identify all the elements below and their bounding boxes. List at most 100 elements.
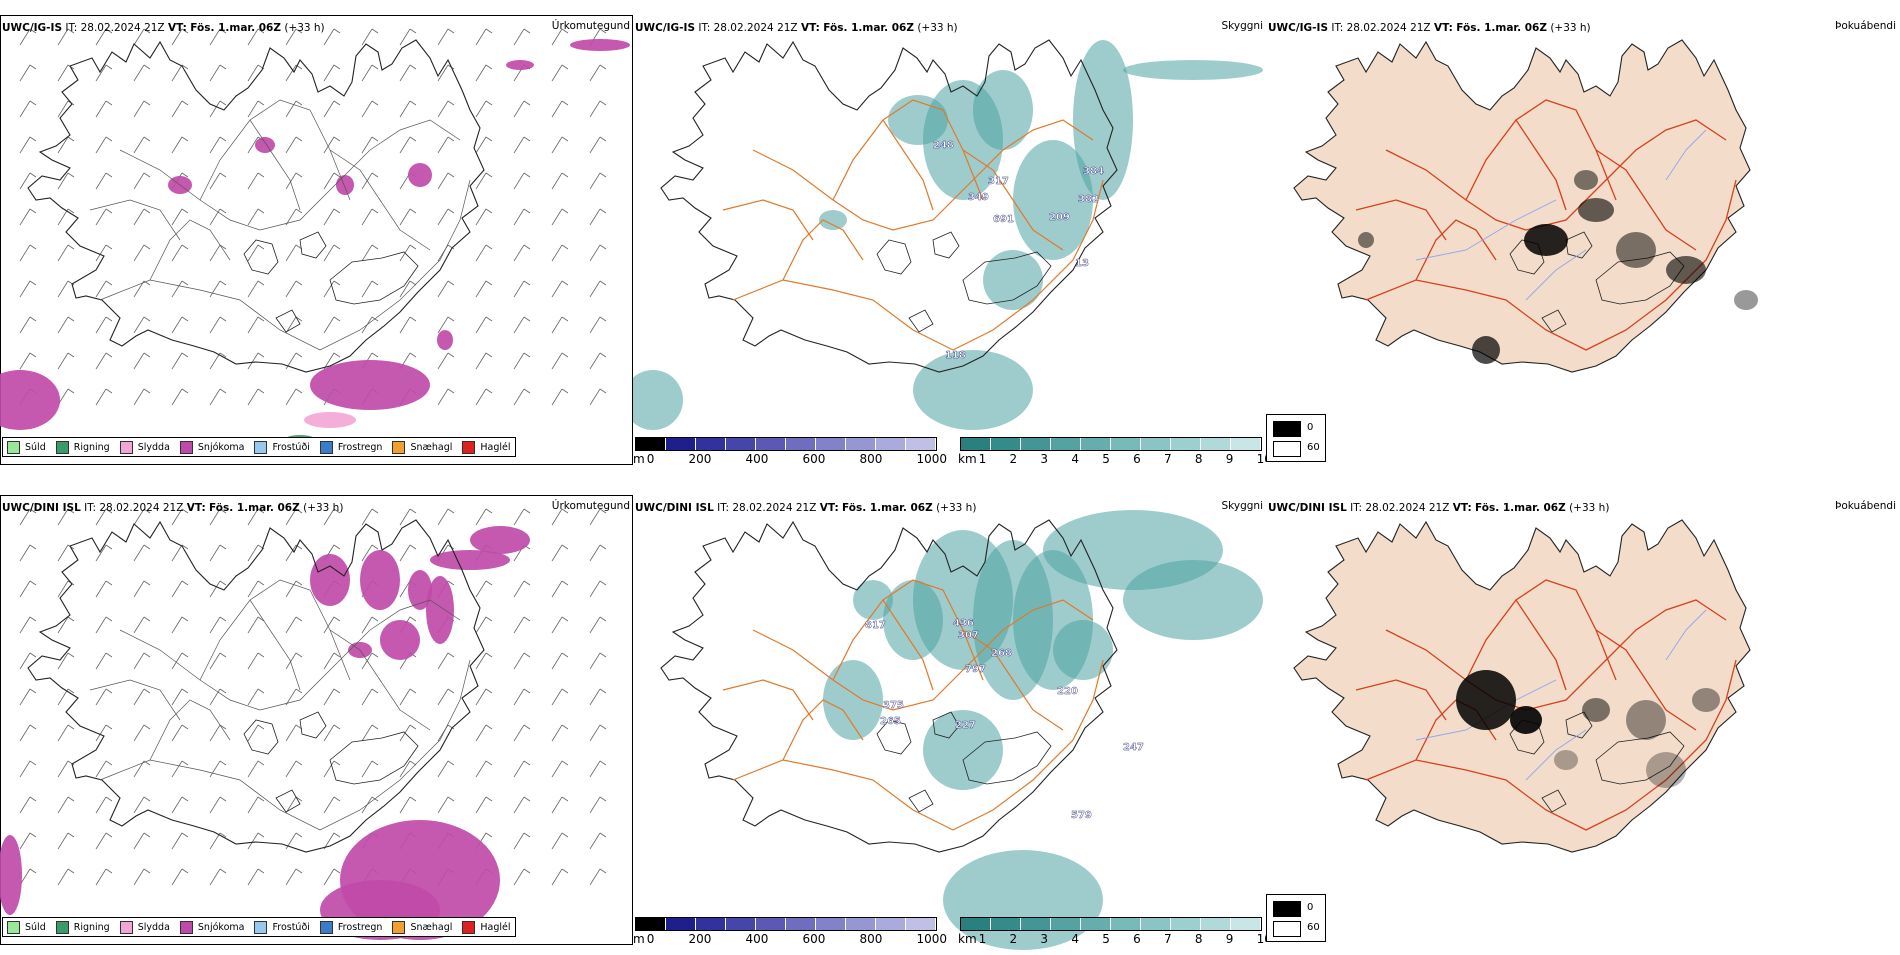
road-line	[962, 149, 1064, 251]
height-colorbar	[635, 917, 937, 931]
road-line	[99, 179, 471, 351]
wind-barb	[589, 868, 607, 886]
wind-barb	[133, 208, 151, 226]
colorbar-tick: 4	[1071, 452, 1079, 466]
wind-barb	[247, 172, 265, 190]
wind-barb	[475, 64, 493, 82]
wind-barb	[475, 508, 493, 526]
height-value-label: 307	[958, 630, 979, 641]
wind-barb	[285, 652, 303, 670]
wind-barb	[171, 244, 189, 262]
wind-barb	[475, 172, 493, 190]
wind-barb	[285, 100, 303, 118]
road-line	[1355, 199, 1447, 241]
wind-barb	[133, 544, 151, 562]
glacier-outline	[1541, 789, 1567, 813]
wind-barb	[57, 244, 75, 262]
wind-barb	[209, 724, 227, 742]
colorbar-tick: 1	[978, 452, 987, 466]
snow-area	[506, 60, 534, 70]
wind-barb	[133, 64, 151, 82]
legend-item: Snæhagl	[392, 920, 452, 934]
wind-barb	[171, 28, 189, 46]
visibility-colorbar	[960, 917, 1262, 931]
colorbar-unit: m	[633, 932, 645, 946]
wind-barb	[209, 280, 227, 298]
legend-label: Frostregn	[337, 921, 383, 933]
legend-swatch	[319, 440, 333, 454]
wind-barb	[513, 580, 531, 598]
wind-barb	[209, 868, 227, 886]
wind-barb	[551, 724, 569, 742]
wind-barb	[247, 208, 265, 226]
colorbar-segment	[816, 918, 846, 930]
colorbar-segment	[1231, 438, 1261, 450]
wind-barb	[171, 580, 189, 598]
wind-barb	[171, 280, 189, 298]
wind-barb	[247, 352, 265, 370]
wind-barb	[589, 796, 607, 814]
glacier-outline	[329, 731, 419, 785]
wind-barb	[57, 508, 75, 526]
road-line	[329, 629, 431, 731]
glacier-outline	[908, 789, 934, 813]
wind-barb	[475, 136, 493, 154]
wind-barb	[437, 280, 455, 298]
wind-barbs	[19, 508, 607, 886]
fog-area	[1616, 232, 1656, 268]
wind-barb	[323, 136, 341, 154]
wind-barb	[19, 100, 37, 118]
colorbar-tick: 5	[1102, 452, 1110, 466]
colorbar-segment	[756, 918, 786, 930]
wind-barb	[247, 388, 265, 406]
wind-barb	[133, 244, 151, 262]
iceland	[660, 519, 1118, 853]
wind-barb	[513, 316, 531, 334]
wind-barb	[57, 388, 75, 406]
wind-barb	[171, 760, 189, 778]
legend-swatch	[462, 920, 476, 934]
wind-barb	[551, 544, 569, 562]
wind-barb	[551, 832, 569, 850]
river-line	[1525, 249, 1587, 301]
panel-title: UWC/DINI ISL IT: 28.02.2024 21Z VT: Fös.…	[2, 502, 344, 514]
wind-barb	[19, 760, 37, 778]
wind-barb	[19, 136, 37, 154]
panel-visibility-dini: 817 436 307 268 797 220 375 265 227 247 579 UWC/DI…	[633, 480, 1266, 955]
wind-barb	[95, 724, 113, 742]
wind-barb	[95, 688, 113, 706]
glacier-outline	[962, 731, 1052, 785]
wind-barb	[551, 244, 569, 262]
legend-label: Súld	[25, 921, 46, 933]
wind-barb	[399, 136, 417, 154]
wind-barb	[361, 616, 379, 634]
legend-label: Slydda	[137, 441, 170, 453]
wind-barb	[95, 868, 113, 886]
glacier-outline	[275, 309, 301, 333]
panel-title: UWC/IG-IS IT: 28.02.2024 21Z VT: Fös. 1.…	[1268, 22, 1591, 34]
wind-barb	[323, 64, 341, 82]
road-line	[149, 219, 231, 281]
wind-barb	[551, 64, 569, 82]
wind-barb	[437, 508, 455, 526]
colorbar-segment	[726, 918, 756, 930]
height-value-label: 579	[1071, 810, 1092, 821]
wind-barb	[95, 508, 113, 526]
wind-barb	[247, 244, 265, 262]
wind-barb	[95, 208, 113, 226]
wind-barb	[209, 388, 227, 406]
wind-barb	[361, 100, 379, 118]
wind-barb	[285, 28, 303, 46]
wind-barb	[323, 172, 341, 190]
colorbar-segment	[756, 438, 786, 450]
product-label: Þokuábendi	[1835, 500, 1896, 512]
fog-area	[1554, 750, 1578, 770]
wind-barb	[399, 724, 417, 742]
wind-barb	[209, 172, 227, 190]
wind-barb	[323, 616, 341, 634]
height-value-label: 436	[953, 618, 974, 629]
wind-barb	[323, 28, 341, 46]
colorbar-unit: m	[633, 452, 645, 466]
wind-barb	[133, 796, 151, 814]
height-value-label: 227	[955, 720, 976, 731]
